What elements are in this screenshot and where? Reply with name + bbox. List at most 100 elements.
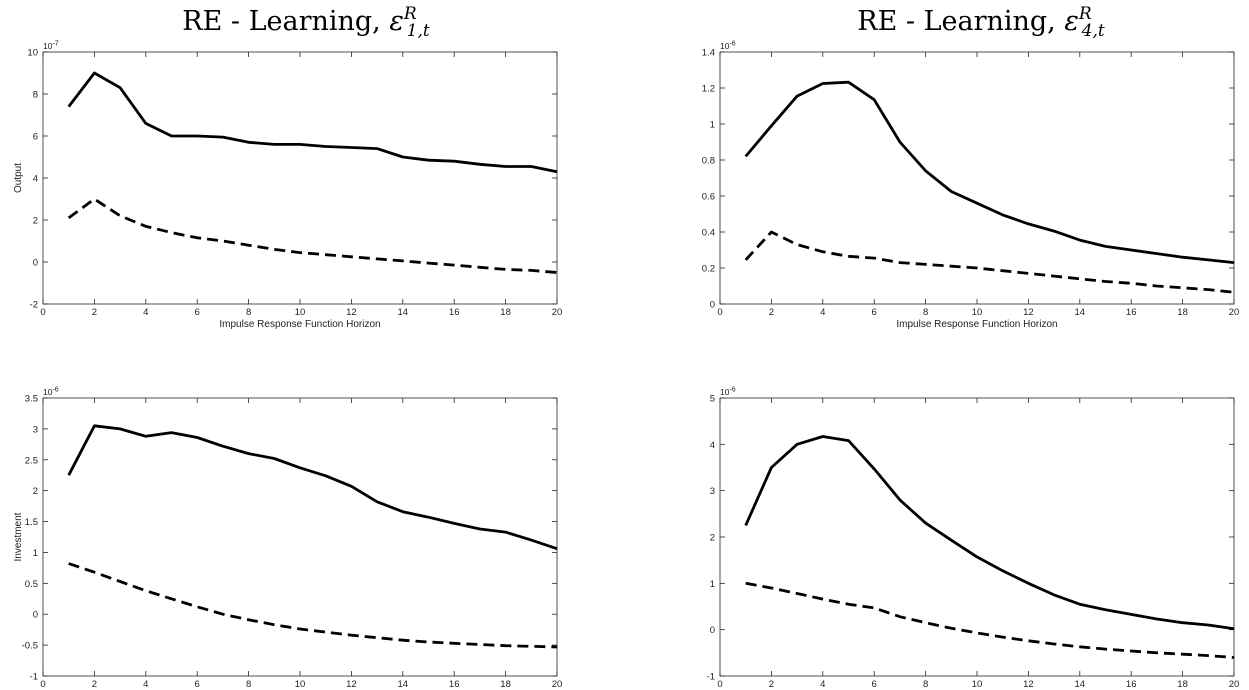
- x-tick-label: 16: [449, 679, 460, 690]
- x-tick-label: 2: [769, 679, 774, 690]
- x-tick-label: 0: [717, 679, 722, 690]
- column-title-right: RE - Learning, εR 4,t: [857, 4, 1105, 41]
- y-tick-label: 0: [710, 625, 715, 636]
- x-tick-label: 4: [820, 679, 825, 690]
- series-line-solid: [67, 71, 558, 174]
- y-tick-label: 2: [33, 486, 38, 497]
- column-title-right-sub: 4,t: [1081, 21, 1105, 41]
- axes-frame: [719, 397, 1235, 677]
- x-tick-label: 8: [246, 307, 251, 318]
- x-tick-label: 2: [92, 679, 97, 690]
- y-tick-label: 2: [33, 216, 38, 227]
- y-tick-label: 1: [710, 579, 715, 590]
- x-tick-label: 6: [195, 679, 200, 690]
- y-tick-label: 10: [27, 48, 38, 59]
- x-tick-label: 4: [143, 307, 148, 318]
- y-tick-label: 4: [33, 174, 38, 185]
- y-tick-label: 2: [710, 533, 715, 544]
- y-tick-label: 5: [710, 394, 715, 405]
- x-tick-label: 14: [1075, 679, 1086, 690]
- x-tick-label: 6: [195, 307, 200, 318]
- axes-frame: [42, 51, 558, 305]
- y-tick-label: 3.5: [25, 394, 38, 405]
- y-axis-multiplier: 10-6: [720, 41, 736, 52]
- series-line-dashed: [744, 230, 1235, 294]
- x-tick-label: 18: [500, 307, 511, 318]
- panel-investment-epsilon1: 0 2 4 6 8 10 12 14 16 18 20 -1 -0.5 0 0.5 1 1.5 2 2.5 3 3.5 1…: [13, 387, 562, 690]
- x-tick-label: 6: [872, 307, 877, 318]
- series-line-dashed: [745, 581, 1235, 659]
- axes-frame: [719, 51, 1235, 305]
- y-tick-label: 0: [33, 610, 38, 621]
- y-tick-label: 2.5: [25, 455, 38, 466]
- y-tick-label: 0.2: [702, 264, 715, 275]
- y-tick-label: 1.5: [25, 517, 38, 528]
- y-tick-label: 3: [710, 486, 715, 497]
- y-tick-label: 1: [33, 548, 38, 559]
- series-line-dashed: [67, 197, 558, 274]
- x-tick-label: 0: [40, 307, 45, 318]
- y-axis-label: Investment: [13, 512, 24, 561]
- x-tick-label: 18: [1177, 679, 1188, 690]
- y-axis-multiplier: 10-6: [720, 387, 736, 398]
- y-tick-label: 1.2: [702, 84, 715, 95]
- y-axis-label: Output: [13, 163, 24, 193]
- x-tick-label: 16: [449, 307, 460, 318]
- y-tick-label: -1: [707, 672, 715, 683]
- series-line-solid: [744, 435, 1235, 631]
- column-title-left-sub: 1,t: [407, 21, 430, 41]
- column-title-left-sup: R: [403, 4, 417, 24]
- column-title-left: RE - Learning, εR 1,t: [182, 4, 430, 41]
- y-tick-label: 4: [710, 440, 715, 451]
- x-tick-label: 10: [972, 307, 983, 318]
- x-tick-label: 14: [398, 307, 409, 318]
- series-line-solid: [744, 80, 1235, 264]
- x-tick-label: 4: [820, 307, 825, 318]
- x-tick-label: 10: [972, 679, 983, 690]
- x-tick-label: 20: [1229, 307, 1240, 318]
- x-tick-label: 0: [40, 679, 45, 690]
- x-tick-label: 20: [1229, 679, 1240, 690]
- x-tick-label: 14: [1075, 307, 1086, 318]
- y-tick-label: -2: [30, 300, 38, 311]
- y-tick-label: 1.4: [702, 48, 715, 59]
- x-tick-label: 12: [346, 307, 357, 318]
- x-tick-label: 12: [1023, 679, 1034, 690]
- column-title-right-base: RE - Learning,: [857, 6, 1064, 37]
- y-tick-label: 0.5: [25, 579, 38, 590]
- x-axis-label: Impulse Response Function Horizon: [219, 319, 380, 330]
- y-tick-label: 0: [33, 258, 38, 269]
- column-title-left-symbol: ε: [389, 6, 404, 37]
- x-tick-label: 4: [143, 679, 148, 690]
- panel-output-epsilon4: 0 2 4 6 8 10 12 14 16 18 20 0 0.2 0.4 0.6 0.8 1 1.2 1.4 10-…: [702, 41, 1240, 331]
- x-tick-label: 12: [346, 679, 357, 690]
- x-tick-label: 8: [923, 679, 928, 690]
- x-tick-label: 8: [246, 679, 251, 690]
- x-tick-label: 20: [552, 307, 563, 318]
- y-tick-label: 6: [33, 132, 38, 143]
- column-title-left-base: RE - Learning,: [182, 6, 389, 37]
- x-tick-label: 12: [1023, 307, 1034, 318]
- x-tick-label: 14: [398, 679, 409, 690]
- x-tick-label: 0: [717, 307, 722, 318]
- x-axis-label: Impulse Response Function Horizon: [896, 319, 1057, 330]
- y-tick-label: 8: [33, 90, 38, 101]
- x-tick-label: 20: [552, 679, 563, 690]
- y-tick-label: -0.5: [22, 641, 38, 652]
- y-tick-label: 0.4: [702, 228, 715, 239]
- x-tick-label: 6: [872, 679, 877, 690]
- y-axis-multiplier: 10-6: [43, 387, 59, 398]
- x-tick-label: 2: [92, 307, 97, 318]
- y-tick-label: -1: [30, 672, 38, 683]
- y-tick-label: 0: [710, 300, 715, 311]
- column-title-right-symbol: ε: [1064, 6, 1079, 37]
- x-tick-label: 18: [500, 679, 511, 690]
- x-tick-label: 10: [295, 679, 306, 690]
- x-tick-label: 18: [1177, 307, 1188, 318]
- y-tick-label: 3: [33, 424, 38, 435]
- x-tick-label: 8: [923, 307, 928, 318]
- y-tick-label: 1: [710, 120, 715, 131]
- x-tick-label: 16: [1126, 307, 1137, 318]
